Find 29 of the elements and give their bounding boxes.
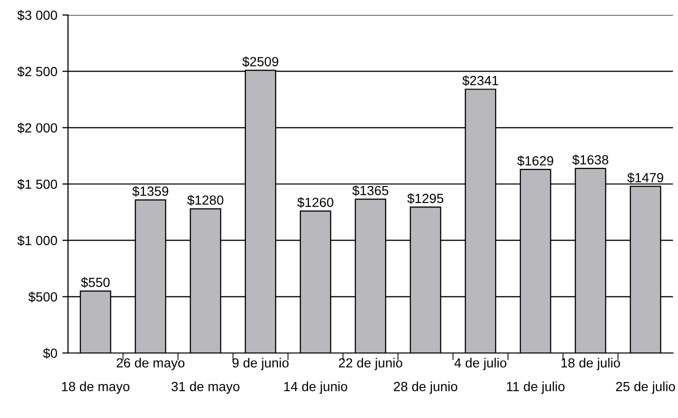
x-tick-label: 18 de julio [561, 358, 620, 370]
y-tick-label: $0 [43, 348, 58, 359]
y-tick-label: $2 000 [17, 122, 58, 134]
data-label: $1359 [132, 186, 168, 197]
data-label: $1629 [517, 156, 554, 166]
x-tick-label: 22 de junio [338, 358, 402, 370]
data-label: $1280 [187, 194, 224, 206]
y-tick-label: $500 [28, 292, 58, 302]
x-tick-label: 26 de mayo [116, 358, 184, 370]
y-tick-label: $1 000 [17, 235, 58, 246]
x-tick-label: 11 de julio [506, 382, 565, 394]
data-label: $2509 [242, 56, 278, 68]
data-label: $2341 [462, 75, 498, 86]
y-tick-label: $1 500 [17, 179, 58, 190]
data-label: $1295 [407, 193, 444, 204]
x-tick-label: 9 de junio [232, 358, 289, 370]
data-label: $1479 [627, 172, 664, 184]
data-label: $1638 [572, 154, 608, 166]
x-tick-label: 28 de junio [394, 382, 458, 394]
x-tick-label: 31 de mayo [172, 382, 240, 394]
x-tick-label: 14 de junio [284, 382, 348, 394]
data-label: $1365 [352, 185, 388, 196]
y-tick-label: $3 000 [17, 10, 58, 21]
x-tick-label: 25 de julio [616, 382, 676, 394]
x-tick-label: 4 de julio [454, 358, 506, 370]
x-tick-label: 18 de mayo [62, 382, 130, 394]
data-label: $550 [80, 277, 110, 288]
data-label: $1260 [297, 197, 334, 208]
y-tick-label: $2 500 [17, 66, 58, 78]
